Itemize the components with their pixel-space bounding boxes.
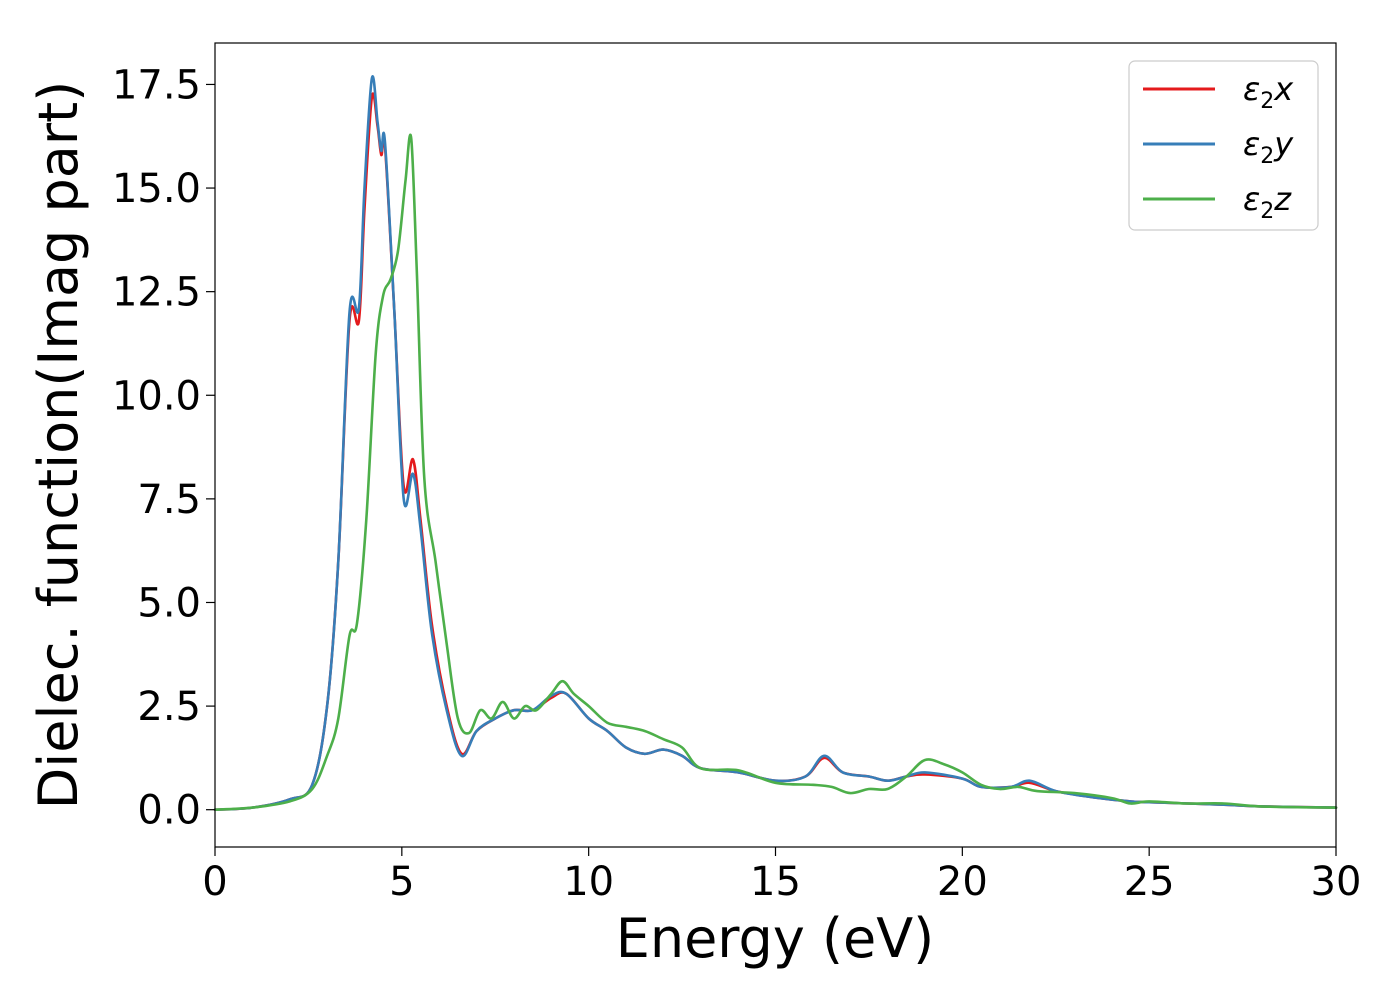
y-tick-label: 2.5 xyxy=(137,684,201,730)
y-tick-label: 0.0 xyxy=(137,788,201,834)
x-tick-label: 15 xyxy=(750,859,801,905)
series-layer xyxy=(213,75,1338,811)
legend-label-z: ε2z xyxy=(1243,180,1292,224)
legend-label-x: ε2x xyxy=(1243,70,1294,114)
y-tick-label: 7.5 xyxy=(137,477,201,523)
legend-label-y: ε2y xyxy=(1243,125,1294,169)
x-tick-label: 0 xyxy=(202,859,227,905)
y-tick-label: 5.0 xyxy=(137,580,201,626)
x-tick-label: 5 xyxy=(389,859,414,905)
x-tick-label: 20 xyxy=(937,859,988,905)
x-tick-label: 10 xyxy=(563,859,614,905)
y-tick-label: 12.5 xyxy=(112,270,201,316)
legend-box xyxy=(1128,60,1319,231)
legend: ε2x ε2y ε2z xyxy=(1128,60,1319,231)
y-axis: 0.0 2.5 5.0 7.5 10.0 12.5 15.0 17.5 xyxy=(112,62,215,834)
x-axis-label: Energy (eV) xyxy=(616,907,935,970)
series-line-y xyxy=(213,75,1338,811)
y-axis-label: Dielec. function(Imag part) xyxy=(27,81,90,810)
y-tick-label: 10.0 xyxy=(112,373,201,419)
y-tick-label: 17.5 xyxy=(112,62,201,108)
x-tick-label: 30 xyxy=(1311,859,1362,905)
x-tick-label: 25 xyxy=(1124,859,1175,905)
series-line-z xyxy=(213,133,1338,811)
y-tick-label: 15.0 xyxy=(112,166,201,212)
x-axis: 0 5 10 15 20 25 30 xyxy=(202,847,1361,905)
